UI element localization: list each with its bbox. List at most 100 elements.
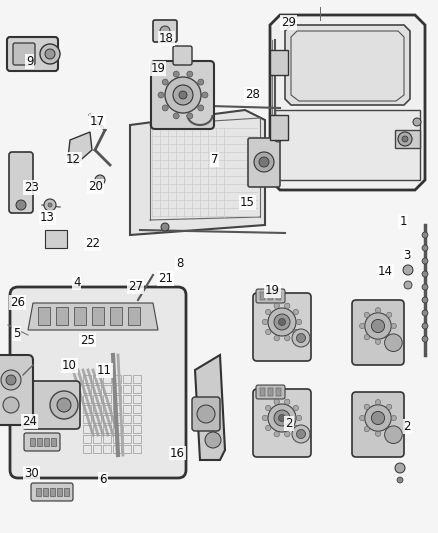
Circle shape [364, 404, 369, 409]
Text: 23: 23 [24, 181, 39, 194]
Bar [37, 438, 42, 446]
Text: 7: 7 [211, 154, 219, 166]
Bar [133, 385, 141, 393]
FancyBboxPatch shape [22, 381, 80, 429]
Circle shape [254, 152, 274, 172]
Text: 10: 10 [62, 359, 77, 372]
Bar [113, 405, 121, 413]
Bar [268, 388, 273, 395]
Text: 29: 29 [281, 16, 296, 29]
Bar [93, 375, 101, 383]
Bar [113, 435, 121, 443]
Text: 22: 22 [85, 237, 100, 250]
Circle shape [387, 426, 392, 432]
Circle shape [285, 399, 290, 405]
FancyBboxPatch shape [153, 20, 177, 42]
Circle shape [391, 324, 396, 329]
Text: 1: 1 [399, 215, 407, 228]
Text: 13: 13 [40, 211, 55, 224]
Circle shape [16, 200, 26, 210]
Bar [123, 405, 131, 413]
Text: 17: 17 [90, 115, 105, 128]
Bar [93, 425, 101, 433]
Bar [64, 488, 69, 496]
Text: 8: 8 [176, 257, 183, 270]
Circle shape [165, 77, 201, 113]
Circle shape [296, 415, 302, 421]
Bar [123, 445, 131, 453]
Text: 18: 18 [159, 32, 174, 45]
Bar [128, 307, 140, 325]
Bar [133, 415, 141, 423]
Circle shape [387, 335, 392, 340]
Circle shape [265, 309, 271, 315]
FancyBboxPatch shape [7, 37, 58, 71]
Circle shape [268, 308, 296, 336]
Bar [83, 385, 91, 393]
Bar [43, 488, 48, 496]
FancyBboxPatch shape [248, 138, 280, 187]
Circle shape [293, 425, 299, 431]
Bar [103, 405, 111, 413]
Circle shape [293, 329, 299, 335]
Text: 9: 9 [26, 55, 34, 68]
Circle shape [262, 319, 268, 325]
Bar [395, 130, 420, 148]
Circle shape [274, 118, 282, 126]
Text: 6: 6 [99, 473, 107, 486]
Text: 30: 30 [24, 467, 39, 480]
Circle shape [371, 319, 385, 333]
Circle shape [279, 319, 286, 326]
Circle shape [187, 71, 193, 77]
Circle shape [422, 258, 428, 264]
Bar [92, 307, 104, 325]
Bar [270, 115, 288, 140]
Text: 15: 15 [240, 196, 255, 209]
Bar [36, 488, 41, 496]
Circle shape [391, 415, 396, 421]
Circle shape [364, 312, 369, 318]
Bar [268, 292, 273, 300]
FancyBboxPatch shape [253, 389, 311, 457]
FancyBboxPatch shape [256, 289, 285, 303]
FancyBboxPatch shape [173, 46, 192, 65]
Circle shape [161, 223, 169, 231]
Bar [133, 435, 141, 443]
Bar [74, 307, 86, 325]
Bar [44, 438, 49, 446]
Circle shape [268, 404, 296, 432]
Circle shape [385, 426, 402, 443]
FancyBboxPatch shape [10, 287, 186, 478]
Bar [133, 425, 141, 433]
Circle shape [158, 92, 164, 98]
Bar [30, 438, 35, 446]
Circle shape [297, 430, 305, 439]
Bar [260, 388, 265, 395]
Circle shape [422, 310, 428, 316]
Bar [113, 385, 121, 393]
Polygon shape [270, 15, 425, 190]
Text: 12: 12 [66, 154, 81, 166]
Circle shape [45, 49, 55, 59]
Circle shape [187, 113, 193, 119]
Bar [56, 307, 68, 325]
Polygon shape [285, 25, 410, 105]
Circle shape [171, 101, 179, 109]
Circle shape [364, 426, 369, 432]
Polygon shape [130, 110, 265, 235]
Bar [93, 385, 101, 393]
Text: 21: 21 [158, 272, 173, 285]
Polygon shape [28, 303, 158, 330]
Text: 25: 25 [80, 334, 95, 346]
Text: 19: 19 [265, 284, 280, 297]
Text: 27: 27 [128, 280, 143, 293]
Text: 24: 24 [22, 415, 37, 427]
Circle shape [385, 334, 402, 352]
Text: 2: 2 [285, 417, 293, 430]
Bar [103, 445, 111, 453]
FancyBboxPatch shape [31, 483, 73, 501]
Text: 3: 3 [404, 249, 411, 262]
Bar [93, 405, 101, 413]
Circle shape [422, 336, 428, 342]
Circle shape [404, 281, 412, 289]
